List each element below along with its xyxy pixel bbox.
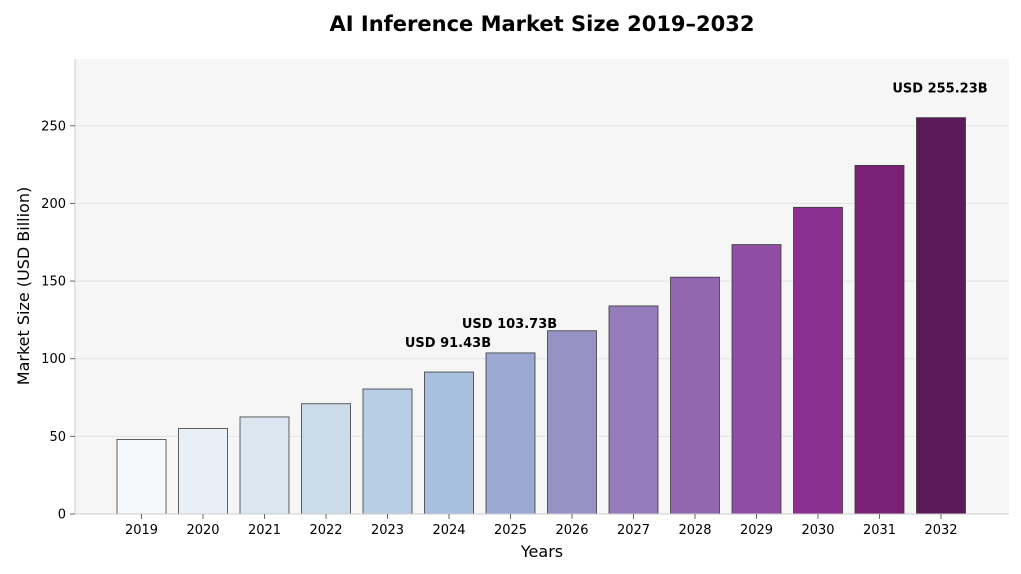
x-tick-label: 2032 [924, 523, 957, 538]
y-tick-labels: 0 50 100 150 200 250 [41, 119, 75, 523]
x-axis-label: Years [520, 542, 563, 561]
x-tick-label: 2028 [678, 523, 711, 538]
bar [116, 439, 167, 515]
bar [731, 244, 782, 515]
bar [485, 352, 536, 515]
bar [670, 276, 720, 515]
grid-lines [75, 125, 1009, 437]
bar [547, 330, 597, 515]
x-tick-label: 2020 [186, 523, 219, 538]
y-axis-label: Market Size (USD Billion) [14, 187, 33, 385]
bar [362, 388, 413, 515]
x-tick-label: 2025 [494, 523, 527, 538]
x-tick-labels: 2019 2020 2021 2022 2023 2024 2025 2026 2027 2028… [125, 514, 958, 538]
y-tick-label: 100 [41, 352, 66, 367]
x-tick-label: 2029 [740, 523, 773, 538]
x-tick-label: 2027 [617, 523, 650, 538]
y-tick-label: 0 [58, 508, 66, 523]
chart-title: AI Inference Market Size 2019–2032 [330, 12, 755, 36]
x-tick-label: 2019 [125, 523, 158, 538]
data-label: USD 91.43B [405, 336, 491, 351]
bar [608, 305, 659, 515]
y-tick-label: 250 [41, 119, 66, 134]
y-tick-label: 50 [49, 430, 66, 445]
x-tick-label: 2031 [863, 523, 896, 538]
y-tick-label: 200 [41, 197, 66, 212]
data-label: USD 103.73B [462, 317, 557, 332]
x-tick-label: 2024 [432, 523, 465, 538]
bar [239, 416, 290, 515]
x-tick-label: 2022 [309, 523, 342, 538]
bar [424, 371, 474, 515]
x-tick-label: 2021 [248, 523, 281, 538]
x-tick-label: 2030 [801, 523, 834, 538]
bar [793, 206, 843, 515]
bars [116, 117, 966, 515]
data-annotations: USD 91.43B USD 103.73B USD 255.23B [405, 82, 988, 351]
bar [854, 164, 905, 515]
plot-area [75, 59, 1009, 514]
data-label: USD 255.23B [892, 82, 987, 97]
x-tick-label: 2026 [555, 523, 588, 538]
bar [916, 117, 966, 515]
bar [301, 403, 351, 515]
y-tick-label: 150 [41, 275, 66, 290]
x-tick-label: 2023 [371, 523, 404, 538]
bar [178, 428, 228, 515]
